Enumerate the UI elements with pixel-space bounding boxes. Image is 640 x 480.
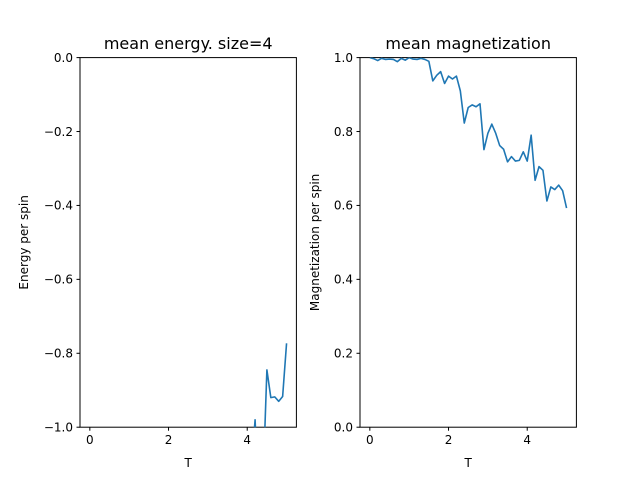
energy-series-line (253, 343, 288, 428)
energy-x-ticks: 0 2 4 (86, 427, 251, 447)
magnetization-x-tick-label: 4 (523, 433, 531, 447)
energy-y-tick-label: 0.0 (54, 51, 73, 65)
magnetization-y-tick-label: 0.8 (334, 125, 353, 139)
magnetization-x-tick-label: 2 (445, 433, 453, 447)
energy-chart-title: mean energy. size=4 (104, 34, 273, 53)
magnetization-y-tick-label: 1.0 (334, 51, 353, 65)
energy-y-tick-label: −1.0 (44, 421, 73, 435)
energy-y-axis-label: Energy per spin (17, 195, 31, 289)
energy-y-tick-label: −0.6 (44, 273, 73, 287)
energy-x-axis-label: T (184, 456, 193, 470)
magnetization-chart-title: mean magnetization (385, 34, 551, 53)
energy-y-tick-label: −0.4 (44, 199, 73, 213)
energy-y-tick-label: −0.2 (44, 125, 73, 139)
energy-plot-frame (79, 57, 297, 428)
magnetization-y-tick-label: 0.0 (334, 421, 353, 435)
energy-x-tick-label: 2 (165, 433, 173, 447)
magnetization-x-axis-label: T (464, 456, 473, 470)
magnetization-series-line (369, 57, 568, 209)
magnetization-y-tick-label: 0.4 (334, 273, 353, 287)
magnetization-y-ticks: 0.0 0.2 0.4 0.6 0.8 1.0 (334, 51, 360, 435)
energy-axes: mean energy. size=4 T Energy per spin 0 2… (17, 34, 297, 470)
magnetization-y-tick-label: 0.2 (334, 347, 353, 361)
magnetization-plot-frame (359, 57, 577, 428)
energy-x-tick-label: 0 (86, 433, 94, 447)
energy-x-tick-label: 4 (243, 433, 251, 447)
energy-y-ticks: 0.0 −0.2 −0.4 −0.6 −0.8 −1.0 (44, 51, 80, 435)
magnetization-y-axis-label: Magnetization per spin (308, 174, 322, 311)
energy-y-tick-label: −0.8 (44, 347, 73, 361)
magnetization-y-tick-label: 0.6 (334, 199, 353, 213)
magnetization-x-ticks: 0 2 4 (366, 427, 531, 447)
magnetization-axes: mean magnetization T Magnetization per s… (308, 34, 577, 470)
magnetization-x-tick-label: 0 (366, 433, 374, 447)
